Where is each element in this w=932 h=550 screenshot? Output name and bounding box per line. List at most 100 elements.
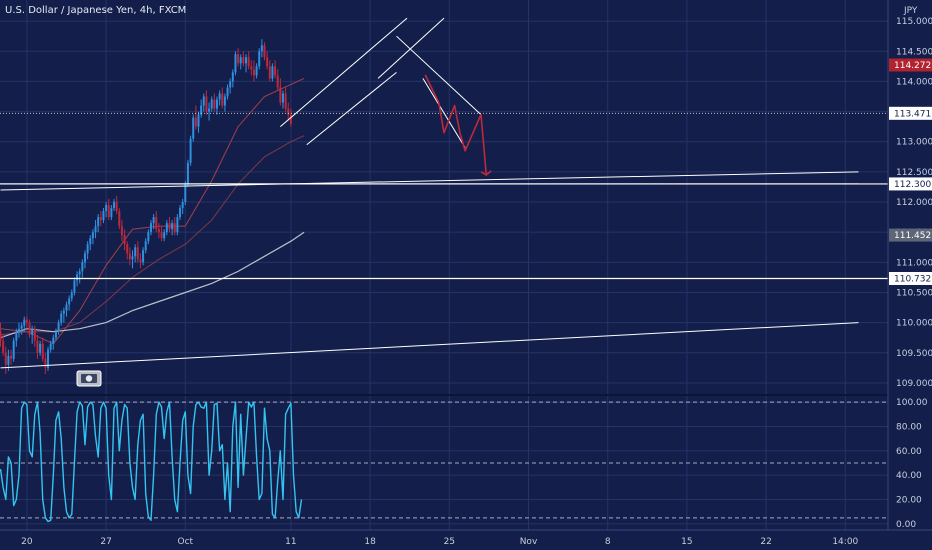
price-axis[interactable]: 115.000114.500114.000113.500113.000112.5… <box>896 17 932 389</box>
price-tag-label: 112.300 <box>894 180 931 190</box>
candle <box>284 87 287 112</box>
candle <box>94 220 97 239</box>
currency-label: JPY <box>903 6 918 16</box>
candle <box>128 247 131 266</box>
candle <box>171 220 174 236</box>
candle-body <box>176 217 179 233</box>
candle <box>210 96 213 112</box>
candle <box>113 199 116 212</box>
candle-body <box>52 337 55 344</box>
time-tick-label: Oct <box>178 537 194 547</box>
candle <box>23 316 26 332</box>
candle <box>25 316 28 329</box>
candle-body <box>205 96 208 112</box>
candle <box>179 205 182 221</box>
candle <box>149 220 152 236</box>
candle-body <box>47 349 50 368</box>
candle <box>276 69 279 91</box>
time-axis[interactable]: 20 27 Oct 11 18 25 Nov 8 15 22 14:00 <box>21 537 858 547</box>
candle-body <box>289 114 292 124</box>
time-tick-label: Nov <box>520 537 538 547</box>
oscillator-axis[interactable]: 100.00 80.00 60.00 40.00 20.00 0.00 <box>896 398 928 530</box>
candle <box>89 235 92 251</box>
price-tag-label: 113.471 <box>894 109 931 119</box>
candle <box>142 247 145 266</box>
candle <box>263 42 266 61</box>
candle-body <box>110 208 113 218</box>
candle <box>49 340 52 353</box>
candle <box>118 208 121 230</box>
price-tags: 114.272 113.471 112.300 111.452 110.732 <box>889 58 932 285</box>
candle <box>60 310 63 326</box>
candle <box>205 90 208 115</box>
candle-body <box>102 211 105 221</box>
price-tag-level[interactable]: 110.732 <box>889 271 932 285</box>
candle <box>105 202 108 218</box>
candle <box>287 102 290 121</box>
trendline <box>306 71 397 146</box>
price-tick-label: 110.000 <box>896 319 932 329</box>
candle-body <box>229 81 232 88</box>
candle-body <box>287 108 290 115</box>
oscillator-pane <box>0 401 888 523</box>
time-tick-label: 8 <box>605 537 611 547</box>
price-tag-level[interactable]: 112.300 <box>889 177 932 191</box>
candle <box>102 208 105 224</box>
candle <box>255 63 258 79</box>
candle-body <box>284 93 287 109</box>
candle <box>107 199 110 221</box>
candle <box>165 220 168 236</box>
price-tick-label: 114.000 <box>896 77 932 87</box>
candle <box>155 211 158 233</box>
candle <box>78 268 81 284</box>
candle-body <box>221 93 224 106</box>
candle <box>144 238 147 254</box>
candle <box>110 205 113 221</box>
price-tag-level[interactable]: 113.471 <box>889 106 932 120</box>
candle <box>20 322 23 335</box>
candle <box>10 349 13 365</box>
price-tag-background <box>889 177 932 191</box>
price-tag-last[interactable]: 114.272 <box>889 58 932 72</box>
candle-body <box>274 66 277 76</box>
candle-body <box>149 223 152 233</box>
candle <box>192 114 195 142</box>
candle-body <box>4 352 7 365</box>
price-tag-ma[interactable]: 111.452 <box>889 228 932 242</box>
candle <box>279 78 282 106</box>
candle-body <box>105 205 108 212</box>
candle-body <box>126 244 129 254</box>
candle <box>173 217 176 236</box>
candle <box>247 51 250 70</box>
candle <box>68 295 71 311</box>
candle-body <box>142 250 145 263</box>
calendar-flag-icon[interactable] <box>76 370 102 387</box>
candle <box>258 48 261 70</box>
forecast-path <box>424 74 492 176</box>
candle-body <box>120 226 123 236</box>
candle <box>86 241 89 260</box>
candle-body <box>33 328 36 341</box>
candle-body <box>202 96 205 106</box>
price-tick-label: 109.500 <box>896 349 932 359</box>
candle <box>181 199 184 215</box>
candle <box>186 159 189 187</box>
candle-body <box>91 232 94 239</box>
candle-body <box>49 343 52 350</box>
candle <box>123 229 126 251</box>
candle-body <box>242 57 245 64</box>
candle-body <box>192 117 195 139</box>
candle-body <box>94 226 97 233</box>
candle <box>39 340 42 356</box>
time-tick-label: 22 <box>760 537 771 547</box>
candle <box>36 334 39 359</box>
candle <box>62 307 65 323</box>
candle-body <box>258 51 261 67</box>
candle-body <box>60 313 63 323</box>
candle <box>134 244 137 263</box>
candle-body <box>25 319 28 323</box>
candle <box>131 250 134 269</box>
trendline <box>396 35 482 115</box>
candle-body <box>7 355 10 365</box>
time-tick-label: 20 <box>21 537 33 547</box>
